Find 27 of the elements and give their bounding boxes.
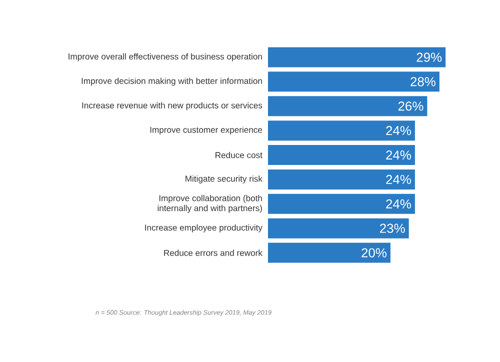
y-tick-label: Improve collaboration (both internally and with partners)	[158, 194, 262, 213]
y-tick-label: Improve overall effectiveness of business operation	[68, 53, 262, 62]
y-tick-label: Increase revenue with new products or services	[82, 102, 262, 110]
data-label: 26%	[398, 102, 424, 111]
data-label: 20%	[362, 248, 386, 258]
bar	[268, 169, 415, 190]
bar	[268, 194, 415, 214]
data-label: 24%	[386, 174, 411, 184]
bar	[268, 120, 415, 141]
bar	[268, 242, 390, 263]
y-tick-label: Mitigate security risk	[186, 175, 262, 184]
data-label: 23%	[380, 224, 405, 233]
y-tick-label: Reduce errors and rework	[164, 250, 262, 256]
bar	[268, 145, 415, 166]
bar	[268, 218, 409, 238]
y-tick-label: Improve customer experience	[150, 126, 262, 135]
y-tick-label: Improve decision making with better information	[82, 78, 262, 86]
data-label: 24%	[386, 199, 411, 208]
bar	[268, 47, 446, 68]
data-label: 29%	[416, 52, 442, 62]
data-label: 28%	[410, 77, 436, 86]
bar	[268, 96, 428, 116]
y-tick-label: Increase employee productivity	[145, 224, 262, 232]
data-label: 24%	[386, 150, 411, 160]
bar	[268, 72, 440, 92]
data-label: 24%	[386, 126, 411, 136]
y-tick-label: Reduce cost	[216, 152, 262, 158]
